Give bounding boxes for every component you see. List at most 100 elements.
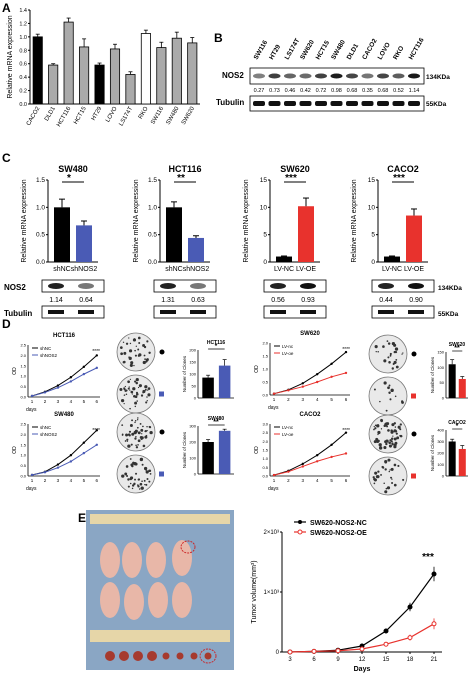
colony [391, 423, 395, 427]
band-ratio: 0.35 [362, 88, 373, 94]
colony [125, 465, 129, 468]
band-ratio: 0.27 [254, 88, 265, 94]
tumor-sample [133, 651, 143, 661]
colony [387, 342, 391, 345]
bar [448, 364, 456, 398]
category-label: HCT15 [73, 105, 88, 125]
legend-label: LV-nc [282, 344, 294, 349]
significance-marker: ** [177, 173, 185, 184]
blot-band [408, 283, 424, 289]
colony [380, 473, 382, 476]
data-point [344, 350, 348, 354]
significance-marker: **** [92, 349, 100, 355]
colony [388, 391, 391, 394]
band-ratio: 0.42 [300, 88, 311, 94]
bar [109, 48, 121, 105]
colony [372, 476, 375, 479]
data-point [56, 463, 60, 466]
colony [140, 457, 143, 461]
category-label: LV-NC [274, 266, 294, 273]
colony [124, 385, 127, 388]
colony [397, 464, 400, 468]
data-point [301, 462, 304, 466]
chart-title: CACO2 [299, 412, 321, 418]
group-marker [159, 471, 164, 477]
colony [377, 430, 381, 435]
colony [121, 433, 124, 436]
chart-title: SW620 [300, 331, 320, 337]
data-point [272, 392, 276, 395]
category-label: CACO2 [26, 105, 42, 126]
y-tick-label: 1.0 [20, 453, 26, 458]
y-axis-label: Number of Clones [430, 434, 435, 471]
colony [134, 432, 136, 434]
colony [144, 435, 148, 439]
colony [390, 429, 393, 432]
category-label: LS174T [118, 106, 134, 127]
significance-marker: *** [393, 173, 405, 184]
colony [394, 426, 397, 428]
colony [376, 424, 380, 428]
bar [202, 377, 214, 398]
tubulin-band [300, 310, 316, 314]
bar [156, 47, 167, 105]
control-label: Tubulin [216, 98, 244, 107]
category-label: DLD1 [44, 105, 57, 122]
data-point [359, 646, 365, 652]
colony [139, 422, 142, 425]
series-line [31, 355, 98, 397]
colony [123, 388, 126, 391]
group-marker [411, 351, 417, 357]
colony [134, 421, 136, 424]
bar [458, 448, 466, 476]
colony [384, 422, 388, 427]
mouse [100, 542, 120, 578]
data-point [330, 455, 333, 459]
colony [374, 427, 377, 430]
colony [395, 358, 398, 361]
colony [373, 440, 377, 444]
significance-marker: **** [92, 428, 100, 434]
series-line [289, 573, 435, 653]
chart-title: CACO2 [448, 420, 466, 426]
legend-label: SW620-NOS2-OE [310, 530, 367, 537]
band-ratio: 0.72 [316, 88, 327, 94]
colony [147, 393, 151, 397]
colony [394, 347, 399, 351]
colony [373, 388, 376, 391]
data-point [69, 454, 73, 457]
colony [388, 444, 393, 448]
colony [137, 417, 139, 419]
y-tick-label: 0.5 [20, 463, 26, 468]
colony [139, 435, 143, 439]
y-tick-label: 0.0 [36, 259, 45, 266]
group-marker [159, 391, 164, 397]
tumor-circle [199, 648, 217, 664]
panel-letter-d: D [2, 317, 11, 331]
colony [141, 463, 144, 466]
x-tick-label: 6 [96, 399, 99, 404]
panel-letter-b: B [214, 31, 223, 45]
group-marker [159, 429, 165, 435]
colony [138, 478, 141, 481]
tubulin-band [268, 101, 281, 106]
data-point [69, 380, 73, 383]
category-label: LV-OE [404, 266, 424, 273]
legend-label: shNOS2 [40, 353, 58, 358]
x-tick-label: 5 [83, 478, 86, 483]
bar [188, 237, 204, 262]
data-point [82, 441, 86, 444]
bar [276, 256, 292, 262]
lane-label: RKO [392, 45, 405, 61]
y-tick-label: 0.0 [19, 102, 27, 108]
blot-control-label: Tubulin [4, 309, 32, 318]
colony [137, 348, 140, 351]
y-tick-label: 2.5 [20, 343, 26, 348]
mouse [122, 542, 142, 578]
category-label: SW116 [150, 105, 165, 125]
colony [393, 463, 397, 467]
chart-title: SW620 [280, 164, 310, 174]
y-tick-label: 1.5 [36, 177, 45, 184]
colony [136, 400, 138, 402]
colony [142, 389, 146, 393]
